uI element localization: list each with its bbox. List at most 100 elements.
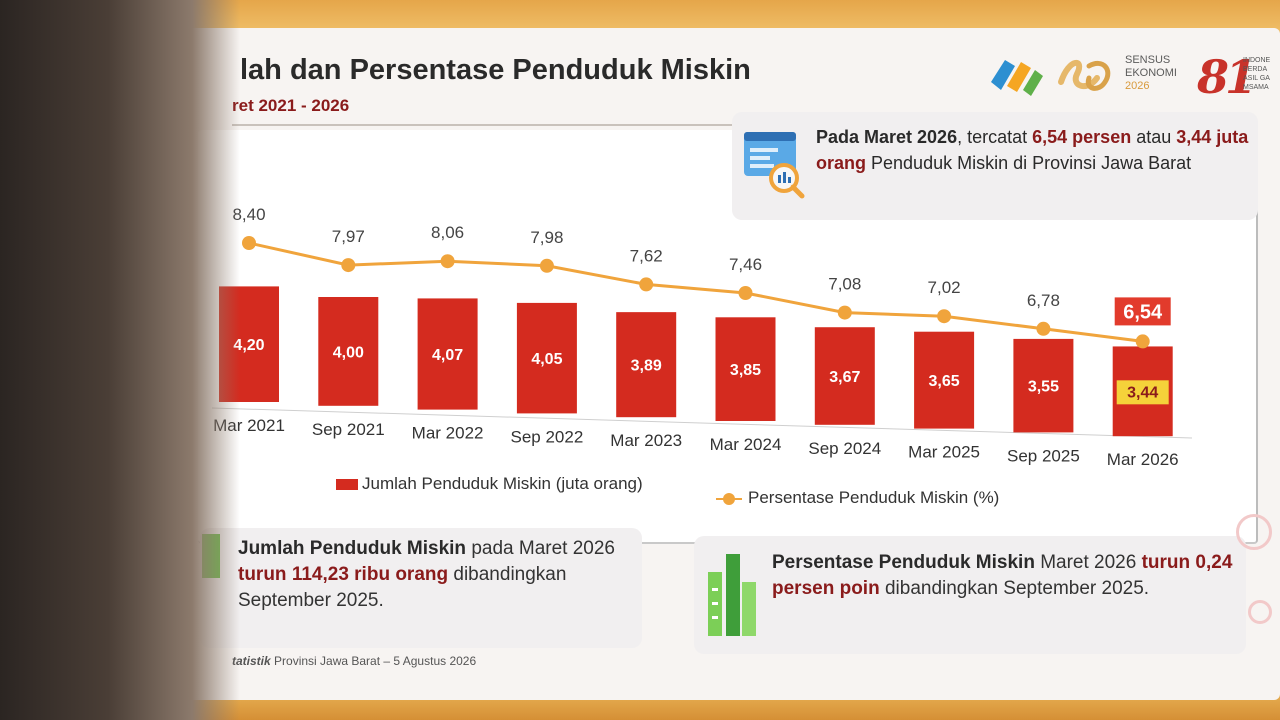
category-label: Mar 2026 bbox=[1107, 450, 1179, 469]
anniv-line: M‍SAMA bbox=[1243, 84, 1269, 91]
slide-title: lah dan Persentase Penduduk Miskin bbox=[240, 54, 751, 86]
percent-value-label: 7,46 bbox=[729, 255, 762, 274]
percent-value-label: 6,78 bbox=[1027, 291, 1060, 310]
category-label: Mar 2024 bbox=[710, 435, 782, 454]
summary-count-change: turun 114,23 ribu orang bbox=[238, 564, 449, 585]
bar-3 bbox=[516, 302, 577, 414]
highlight-percent-box bbox=[1114, 297, 1171, 326]
anniversary-text: INDONE BERDA ASIL GA M‍SAMA bbox=[1243, 56, 1270, 92]
summary-percent-subject: Persentase Penduduk Miskin bbox=[772, 552, 1035, 573]
category-label: Mar 2022 bbox=[412, 424, 484, 443]
bar-5 bbox=[715, 317, 776, 421]
category-label: Sep 2025 bbox=[1007, 446, 1080, 465]
anniv-line: INDONE bbox=[1243, 57, 1271, 64]
percent-point-1 bbox=[341, 258, 356, 273]
percent-value-label: 7,97 bbox=[332, 227, 365, 246]
summary-percent-change: turun 0,24 persen poin bbox=[772, 552, 1233, 599]
percent-point-6 bbox=[837, 305, 852, 320]
bar-2 bbox=[417, 298, 478, 410]
summary-box-percent: Persentase Penduduk Miskin Maret 2026 tu… bbox=[694, 536, 1246, 654]
sensus-ekonomi-text: SENSUS EKONOMI 2026 bbox=[1125, 54, 1177, 93]
bar-value-label: 3,55 bbox=[1028, 379, 1059, 396]
percent-value-label: 8,40 bbox=[232, 205, 265, 224]
category-label: Sep 2024 bbox=[808, 439, 881, 458]
bar-1 bbox=[318, 297, 379, 406]
percent-value-label: 7,62 bbox=[630, 246, 663, 265]
sensus-year: 2026 bbox=[1125, 80, 1150, 92]
category-label: Mar 2023 bbox=[610, 431, 682, 450]
summary-count-tail: dibandingkan September 2025. bbox=[238, 564, 567, 611]
callout-connector: , tercatat bbox=[957, 127, 1033, 147]
title-divider bbox=[232, 124, 752, 126]
percent-value-label: 7,08 bbox=[828, 275, 861, 294]
slide-subtitle: ret 2021 - 2026 bbox=[232, 96, 350, 115]
percent-value-label: 8,06 bbox=[431, 223, 464, 242]
percent-point-7 bbox=[937, 309, 952, 324]
decorative-circle bbox=[1236, 514, 1272, 550]
percent-point-8 bbox=[1036, 321, 1051, 336]
bar-6 bbox=[814, 327, 875, 425]
bar-7 bbox=[914, 331, 975, 429]
bar-value-label: 3,89 bbox=[631, 358, 662, 375]
category-label: Sep 2021 bbox=[312, 420, 385, 439]
green-chart-icon bbox=[708, 554, 756, 636]
logo-group: SENSUS EKONOMI 2026 81 INDONE BERDA ASIL… bbox=[985, 48, 1275, 108]
highlight-value-box bbox=[1116, 380, 1169, 405]
data-analysis-icon bbox=[744, 132, 805, 199]
summary-count-text: Jumlah Penduduk Miskin pada Maret 2026 t… bbox=[238, 536, 634, 614]
bar-value-label: 3,44 bbox=[1127, 384, 1158, 401]
summary-box-count: Jumlah Penduduk Miskin pada Maret 2026 t… bbox=[200, 528, 642, 648]
percent-point-3 bbox=[539, 258, 554, 273]
legend-line-label: Persentase Penduduk Miskin (%) bbox=[748, 488, 1000, 507]
percent-value-label: 6,54 bbox=[1123, 301, 1163, 323]
percent-line bbox=[248, 241, 1143, 343]
bar-value-label: 3,85 bbox=[730, 362, 761, 379]
callout-date: Pada Maret 2026 bbox=[816, 127, 958, 147]
summary-percent-tail: dibandingkan September 2025. bbox=[879, 578, 1150, 599]
bar-value-label: 3,65 bbox=[929, 373, 960, 390]
footer-date: Provinsi Jawa Barat – 5 Agustus 2026 bbox=[270, 654, 477, 668]
slide-footer: tatistik Provinsi Jawa Barat – 5 Agustus… bbox=[232, 654, 476, 668]
callout-text: Pada Maret 2026, tercatat 6,54 persen at… bbox=[816, 124, 1256, 176]
callout-tail: Penduduk Miskin di Provinsi Jawa Barat bbox=[866, 153, 1192, 173]
x-axis-line bbox=[211, 407, 1193, 439]
legend-line-entry: Persentase Penduduk Miskin (%) bbox=[716, 488, 999, 508]
percent-value-label: 7,02 bbox=[928, 278, 961, 297]
anniv-line: ASIL GA bbox=[1243, 75, 1270, 82]
bar-8 bbox=[1013, 338, 1074, 433]
foreground-blur bbox=[0, 0, 240, 720]
legend-bar-swatch bbox=[336, 479, 358, 491]
percent-point-2 bbox=[440, 254, 455, 269]
bar-value-label: 4,07 bbox=[432, 347, 463, 364]
percent-point-9 bbox=[1135, 334, 1150, 349]
callout-connector: atau bbox=[1131, 127, 1177, 147]
summary-percent-mid: Maret 2026 bbox=[1034, 552, 1142, 573]
summary-count-mid: pada Maret 2026 bbox=[466, 538, 615, 559]
sensus-ekonomi-logo-icon bbox=[1058, 60, 1111, 91]
bar-value-label: 4,00 bbox=[333, 344, 364, 361]
bar-value-label: 3,67 bbox=[829, 369, 860, 386]
sensus-line2: EKONOMI bbox=[1125, 67, 1177, 79]
category-label: Sep 2022 bbox=[511, 427, 584, 446]
decorative-circle bbox=[1248, 600, 1272, 624]
percent-point-0 bbox=[242, 236, 256, 250]
footer-org: tatistik bbox=[232, 654, 271, 668]
summary-count-subject: Jumlah Penduduk Miskin bbox=[238, 538, 467, 559]
sensus-line1: SENSUS bbox=[1125, 54, 1171, 66]
legend-bar-label: Jumlah Penduduk Miskin (juta orang) bbox=[362, 474, 643, 493]
bps-logo-icon bbox=[991, 60, 1043, 96]
legend-bar-entry: Jumlah Penduduk Miskin (juta orang) bbox=[336, 474, 643, 494]
bar-4 bbox=[616, 312, 677, 418]
bar-value-label: 4,20 bbox=[233, 337, 264, 354]
category-label: Mar 2025 bbox=[908, 443, 980, 462]
bar-value-label: 4,05 bbox=[531, 351, 562, 368]
anniversary-81-logo: 81 bbox=[1197, 50, 1257, 104]
highlight-callout: Pada Maret 2026, tercatat 6,54 persen at… bbox=[732, 112, 1258, 220]
percent-value-label: 7,98 bbox=[530, 228, 563, 247]
percent-point-5 bbox=[738, 286, 753, 300]
percent-point-4 bbox=[639, 277, 654, 292]
anniv-line: BERDA bbox=[1243, 66, 1268, 73]
callout-count: 3,44 juta orang bbox=[816, 127, 1249, 173]
callout-percent: 6,54 persen bbox=[1032, 127, 1132, 147]
